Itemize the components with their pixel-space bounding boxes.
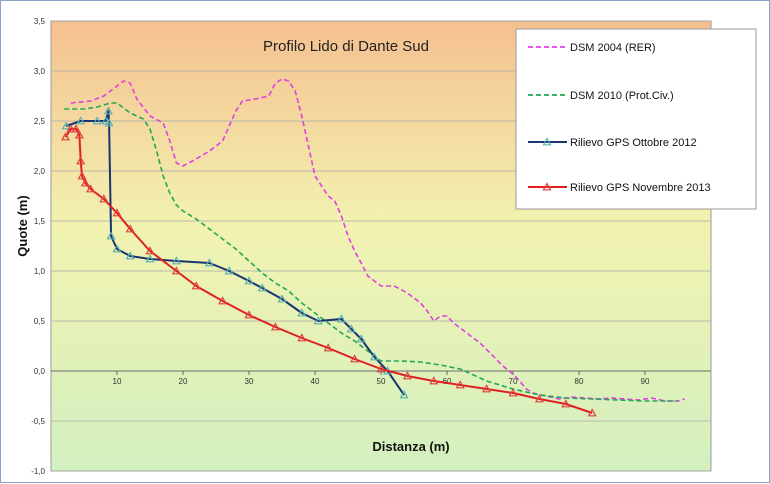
- x-tick-label: 60: [443, 377, 452, 386]
- data-point: [71, 124, 81, 133]
- data-point: [244, 310, 254, 319]
- y-tick-label: 3,5: [34, 17, 46, 26]
- data-point: [125, 224, 135, 233]
- data-point: [145, 246, 155, 255]
- data-point: [76, 156, 86, 165]
- x-tick-label: 30: [245, 377, 254, 386]
- data-point: [297, 333, 307, 342]
- data-series: [61, 78, 685, 417]
- legend-marker: [542, 182, 552, 191]
- series-line: [65, 110, 405, 396]
- chart-title: Profilo Lido di Dante Sud: [263, 38, 429, 55]
- data-point: [561, 399, 571, 408]
- data-point: [77, 171, 87, 180]
- legend-box: [515, 28, 757, 210]
- data-point: [99, 194, 109, 203]
- legend: DSM 2004 (RER) DSM 2010 (Prot.Civ.) Riliev…: [515, 28, 757, 210]
- data-point: [125, 251, 135, 260]
- data-point: [346, 324, 356, 333]
- legend-label: Rilievo GPS Novembre 2013: [570, 182, 711, 194]
- x-tick-label: 90: [641, 377, 650, 386]
- data-point: [112, 244, 122, 253]
- data-point: [323, 343, 333, 352]
- data-point: [218, 296, 228, 305]
- data-point: [86, 184, 96, 193]
- x-tick-label: 50: [377, 377, 386, 386]
- y-tick-label: 0,5: [34, 317, 46, 326]
- data-point: [101, 116, 111, 125]
- axis-ticks: -1,0 -0,5 0,0 0,5 1,0 1,5 2,0 2,5 3,0 3,5 10 20 30 40…: [31, 17, 650, 476]
- data-point: [587, 408, 597, 417]
- data-point: [455, 380, 465, 389]
- data-point: [106, 231, 116, 240]
- data-point: [297, 308, 307, 317]
- data-point: [429, 376, 439, 385]
- legend-item: DSM 2004 (RER): [528, 42, 656, 54]
- data-point: [270, 322, 280, 331]
- x-tick-label: 10: [113, 377, 122, 386]
- x-tick-label: 40: [311, 377, 320, 386]
- data-point: [104, 118, 114, 127]
- legend-label: DSM 2010 (Prot.Civ.): [570, 90, 674, 102]
- legend-marker: [542, 137, 552, 146]
- series-line: [64, 128, 593, 414]
- data-point: [399, 390, 409, 399]
- data-point: [171, 266, 181, 275]
- data-point: [257, 283, 267, 292]
- legend-item: Rilievo GPS Ottobre 2012: [528, 137, 697, 149]
- legend-item: Rilievo GPS Novembre 2013: [528, 182, 711, 194]
- x-tick-label: 80: [575, 377, 584, 386]
- y-tick-label: 3,0: [34, 67, 46, 76]
- data-point: [74, 130, 84, 139]
- data-point: [402, 371, 412, 380]
- data-point: [313, 316, 323, 325]
- legend-label: DSM 2004 (RER): [570, 42, 656, 54]
- series-3: [61, 106, 409, 399]
- legend-item: DSM 2010 (Prot.Civ.): [528, 90, 674, 102]
- data-point: [103, 106, 113, 115]
- data-point: [66, 124, 76, 133]
- data-point: [112, 208, 122, 217]
- y-tick-label: 0,0: [34, 367, 46, 376]
- data-point: [277, 294, 287, 303]
- series-4: [61, 124, 597, 417]
- series-line: [70, 78, 685, 402]
- y-axis-title: Quote (m): [15, 195, 30, 256]
- y-tick-label: 2,5: [34, 117, 46, 126]
- data-point: [145, 254, 155, 263]
- data-point: [92, 116, 102, 125]
- data-point: [350, 354, 360, 363]
- x-tick-label: 70: [509, 377, 518, 386]
- legend-label: Rilievo GPS Ottobre 2012: [570, 137, 697, 149]
- y-tick-label: 2,0: [34, 167, 46, 176]
- data-point: [244, 276, 254, 285]
- data-point: [376, 364, 386, 373]
- data-point: [61, 132, 71, 141]
- data-point: [482, 384, 492, 393]
- y-tick-label: 1,5: [34, 217, 46, 226]
- y-tick-label: -0,5: [31, 417, 45, 426]
- data-point: [80, 178, 90, 187]
- data-point: [534, 394, 544, 403]
- y-tick-label: 1,0: [34, 267, 46, 276]
- data-point: [336, 314, 346, 323]
- data-point: [191, 281, 201, 290]
- series-1: [70, 78, 685, 402]
- data-point: [356, 334, 366, 343]
- data-point: [76, 116, 86, 125]
- data-point: [508, 388, 518, 397]
- x-axis-title: Distanza (m): [372, 439, 449, 454]
- y-tick-label: -1,0: [31, 467, 45, 476]
- data-point: [171, 256, 181, 265]
- data-point: [61, 121, 71, 130]
- data-point: [369, 352, 379, 361]
- x-tick-label: 20: [179, 377, 188, 386]
- data-point: [204, 258, 214, 267]
- data-point: [224, 266, 234, 275]
